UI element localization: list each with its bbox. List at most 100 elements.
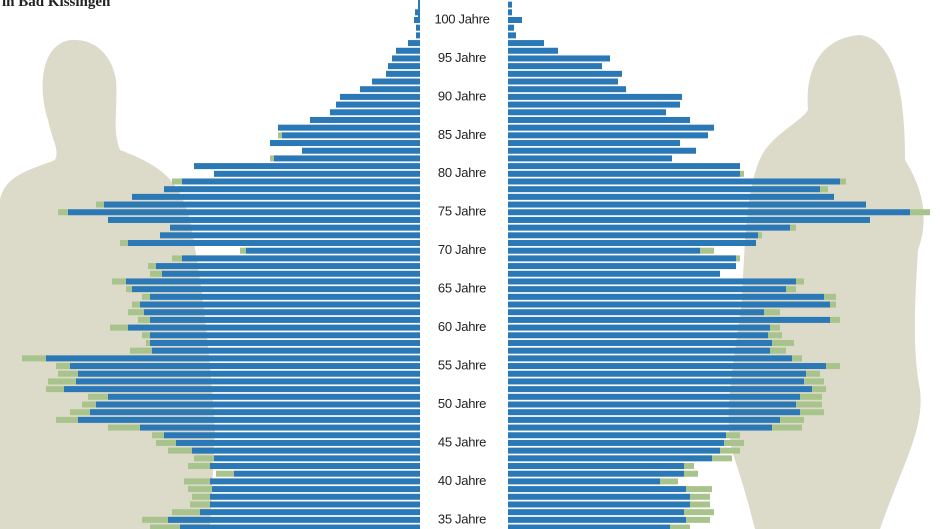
right-bar <box>508 386 812 393</box>
left-bar <box>278 132 282 139</box>
age-label: 65 Jahre <box>438 281 486 296</box>
right-bar <box>508 163 740 170</box>
left-bar <box>140 301 420 308</box>
left-bar <box>200 509 420 516</box>
left-bar <box>150 332 420 339</box>
age-label: 35 Jahre <box>438 511 486 526</box>
left-bar <box>216 470 234 477</box>
left-bar <box>152 432 164 439</box>
left-bar <box>132 301 140 308</box>
right-bar <box>508 339 772 346</box>
age-label: 50 Jahre <box>438 396 486 411</box>
right-bar <box>700 247 714 254</box>
right-bar <box>508 224 790 231</box>
left-bar <box>132 193 420 200</box>
left-bar <box>168 447 192 454</box>
left-bar <box>96 401 420 408</box>
left-bar <box>270 155 274 162</box>
left-bar <box>392 55 420 62</box>
right-bar <box>508 247 700 254</box>
right-bar <box>770 324 780 331</box>
right-bar <box>724 439 744 446</box>
left-bar <box>386 70 420 77</box>
right-bar <box>508 116 690 123</box>
right-bar <box>508 509 684 516</box>
left-bar <box>48 378 76 385</box>
left-bar <box>104 201 420 208</box>
right-bar <box>508 232 758 239</box>
left-bar <box>182 178 420 185</box>
left-bar <box>415 9 420 16</box>
left-bar <box>170 224 420 231</box>
left-bar <box>310 116 420 123</box>
left-bar <box>182 255 420 262</box>
right-bar <box>790 224 796 231</box>
right-bar <box>800 409 824 416</box>
right-bar <box>686 516 710 523</box>
left-bar <box>156 439 176 446</box>
left-bar <box>126 278 420 285</box>
right-bar <box>508 86 626 93</box>
age-label: 60 Jahre <box>438 319 486 334</box>
right-bar <box>508 101 680 108</box>
right-bar <box>508 270 720 277</box>
right-bar <box>508 1 512 8</box>
right-bar <box>508 278 796 285</box>
left-bar <box>150 270 162 277</box>
left-bar <box>396 47 420 54</box>
right-bar <box>770 347 786 354</box>
right-bar <box>736 255 740 262</box>
right-bar <box>508 393 800 400</box>
left-bar <box>78 416 420 423</box>
left-bar <box>190 501 210 508</box>
right-bar <box>508 47 558 54</box>
age-label: 95 Jahre <box>438 50 486 65</box>
age-label: 45 Jahre <box>438 434 486 449</box>
left-bar <box>418 1 420 8</box>
left-bar <box>22 355 46 362</box>
left-bar <box>194 163 420 170</box>
right-bar <box>508 432 726 439</box>
right-bar <box>712 455 732 462</box>
left-bar <box>46 386 64 393</box>
left-bar <box>130 347 152 354</box>
left-bar <box>414 17 420 23</box>
right-bar <box>508 316 830 323</box>
left-bar <box>388 63 420 70</box>
age-label: 75 Jahre <box>438 204 486 219</box>
left-bar <box>212 486 420 493</box>
left-bar <box>138 316 150 323</box>
left-bar <box>108 216 420 223</box>
right-bar <box>508 155 672 162</box>
left-bar <box>160 232 420 239</box>
left-bar <box>164 432 420 439</box>
right-bar <box>508 416 780 423</box>
left-bar <box>302 147 420 154</box>
right-bar <box>508 70 622 77</box>
right-bar <box>508 370 806 377</box>
right-bar <box>726 432 740 439</box>
left-bar <box>68 209 420 216</box>
left-bar <box>126 286 132 293</box>
right-bar <box>508 9 512 16</box>
left-bar <box>416 32 420 39</box>
age-label: 100 Jahre <box>434 11 489 26</box>
right-bar <box>804 378 824 385</box>
right-bar <box>508 355 792 362</box>
left-bar <box>408 40 420 47</box>
right-bar <box>508 501 690 508</box>
left-bar <box>214 170 420 177</box>
right-bar <box>508 493 690 500</box>
left-bar <box>88 393 108 400</box>
right-bar <box>690 493 710 500</box>
left-bar <box>188 463 210 470</box>
right-bar <box>772 339 794 346</box>
right-bar <box>508 486 686 493</box>
left-bar <box>110 324 128 331</box>
left-bar <box>336 101 420 108</box>
left-bar <box>128 309 144 316</box>
age-label: 90 Jahre <box>438 88 486 103</box>
right-bar <box>780 416 804 423</box>
right-bar <box>758 232 762 239</box>
right-bar <box>508 40 544 47</box>
